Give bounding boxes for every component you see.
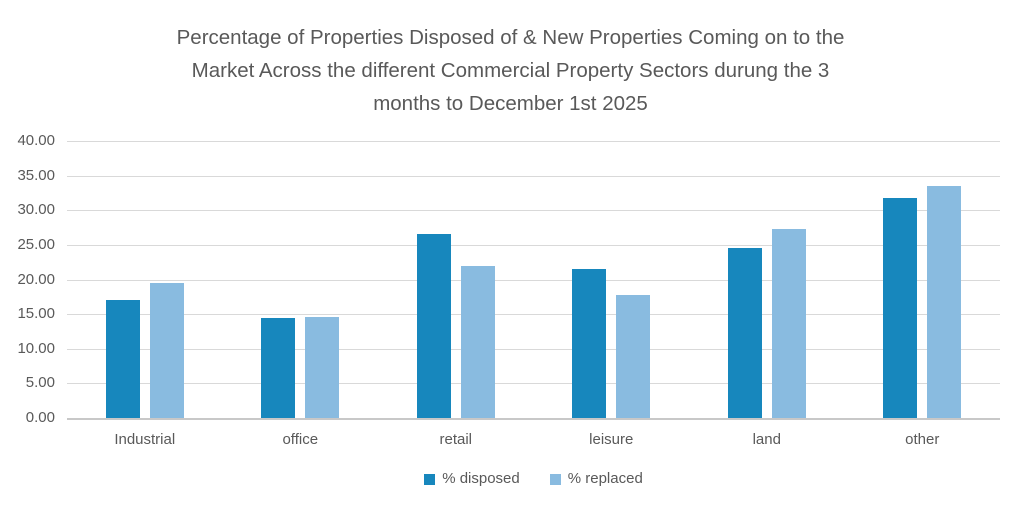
legend-label: % disposed xyxy=(442,470,520,487)
bar-industrial-replaced xyxy=(149,282,184,418)
gridline xyxy=(67,141,1000,142)
bar-land-replaced xyxy=(771,228,806,418)
gridline xyxy=(67,175,1000,177)
gridline xyxy=(67,314,1000,316)
chart-title: Percentage of Properties Disposed of & N… xyxy=(0,21,1021,120)
chart-title-line-3: months to December 1st 2025 xyxy=(373,92,648,115)
legend-entry-replaced: % replaced xyxy=(549,470,643,488)
gridline xyxy=(67,210,1000,212)
y-tick-label: 10.00 xyxy=(17,339,55,357)
bar-office-replaced xyxy=(305,316,340,418)
x-axis-line xyxy=(67,417,1000,420)
legend: % disposed % replaced xyxy=(67,470,1000,488)
x-tick-label-industrial: Industrial xyxy=(114,431,176,448)
gridline xyxy=(67,244,1000,246)
x-tick-label-retail: retail xyxy=(439,431,473,448)
legend-entry-disposed: % disposed xyxy=(424,470,520,488)
bar-retail-replaced xyxy=(460,266,495,418)
bar-industrial-disposed xyxy=(105,299,140,418)
bar-office-disposed xyxy=(261,318,296,418)
y-tick-label: 20.00 xyxy=(17,270,55,288)
bar-other-replaced xyxy=(927,186,962,418)
gridline xyxy=(67,383,1000,385)
gridline xyxy=(67,279,1000,281)
y-tick-label: 30.00 xyxy=(17,201,55,219)
x-tick-label-land: land xyxy=(752,431,781,448)
bar-leisure-disposed xyxy=(572,269,607,418)
legend-label: % replaced xyxy=(567,470,643,487)
y-tick-label: 35.00 xyxy=(17,166,55,184)
legend-swatch-icon xyxy=(424,473,436,485)
gridline xyxy=(67,348,1000,350)
x-tick-label-leisure: leisure xyxy=(589,431,634,448)
legend-swatch-icon xyxy=(549,473,561,485)
y-tick-label: 0.00 xyxy=(25,409,55,426)
y-tick-label: 15.00 xyxy=(17,305,55,323)
chart-title-line-2: Market Across the different Commercial P… xyxy=(191,59,830,82)
chart-title-line-1: Percentage of Properties Disposed of & N… xyxy=(176,26,845,49)
bar-retail-disposed xyxy=(416,233,451,418)
bar-other-disposed xyxy=(883,197,918,418)
bar-land-disposed xyxy=(727,247,762,418)
x-tick-label-office: office xyxy=(282,431,319,448)
y-tick-label: 5.00 xyxy=(25,374,55,392)
bar-leisure-replaced xyxy=(616,294,651,418)
x-tick-label-other: other xyxy=(905,431,940,448)
y-tick-label: 25.00 xyxy=(17,235,55,253)
y-tick-label: 40.00 xyxy=(17,132,55,149)
